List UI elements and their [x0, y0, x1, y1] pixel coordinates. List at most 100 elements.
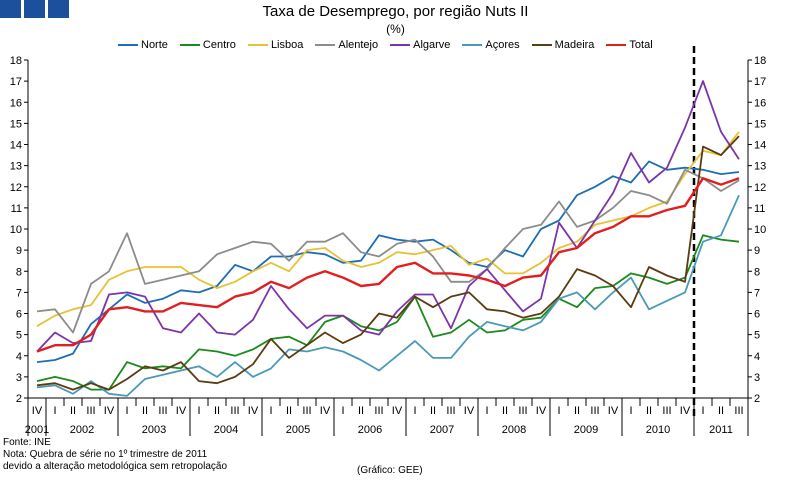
legend-swatch: [531, 44, 552, 46]
legend-label: Alentejo: [338, 39, 379, 51]
legend-swatch: [390, 44, 411, 46]
year-label: 2005: [286, 424, 310, 436]
y-tick-label-left: 8: [16, 266, 22, 278]
legend-item: Lisboa: [247, 39, 304, 51]
chart-legend: Norte Centro Lisboa Alentejo Algarve Açores Ma…: [118, 39, 665, 51]
y-tick-label-right: 10: [754, 224, 766, 236]
y-tick-label-right: 5: [754, 330, 760, 342]
quarter-label: IV: [536, 405, 547, 417]
legend-label: Algarve: [413, 39, 451, 51]
quarter-label: IV: [392, 405, 403, 417]
legend-swatch: [606, 44, 627, 46]
quarter-label: III: [230, 405, 239, 417]
quarter-label: I: [125, 405, 128, 417]
chart-subtitle: (%): [386, 22, 405, 36]
quarter-label: IV: [104, 405, 115, 417]
quarter-label: I: [701, 405, 704, 417]
legend-swatch: [118, 44, 138, 46]
series-line-madeira: [36, 135, 740, 391]
quarter-label: III: [590, 405, 599, 417]
y-tick-label-left: 13: [10, 161, 22, 173]
quarter-label: II: [502, 405, 508, 417]
quarter-label: III: [302, 405, 311, 417]
quarter-label: I: [197, 405, 200, 417]
y-tick-label-right: 3: [754, 372, 760, 384]
y-tick-label-right: 6: [754, 309, 760, 321]
y-tick-label-left: 7: [16, 287, 22, 299]
y-tick-label-right: 2: [754, 393, 760, 405]
y-tick-label-left: 17: [10, 76, 22, 88]
break-note: Nota: Quebra de série no 1º trimestre de…: [3, 449, 208, 460]
y-tick-label-right: 13: [754, 161, 766, 173]
legend-label: Centro: [202, 39, 236, 51]
y-tick-label-left: 3: [16, 372, 22, 384]
year-label: 2009: [574, 424, 598, 436]
quarter-label: III: [518, 405, 527, 417]
y-tick-label-left: 16: [10, 97, 22, 109]
quarter-label: III: [158, 405, 167, 417]
quarter-label: IV: [248, 405, 259, 417]
year-label: 2007: [430, 424, 454, 436]
chart-credit: (Gráfico: GEE): [357, 465, 423, 476]
legend-swatch: [315, 44, 336, 46]
year-label: 2001: [25, 424, 49, 436]
quarter-label: II: [214, 405, 220, 417]
legend-item: Madeira: [531, 39, 594, 51]
y-tick-label-left: 9: [16, 245, 22, 257]
legend-label: Total: [629, 39, 653, 51]
quarter-label: I: [341, 405, 344, 417]
quarter-label: II: [286, 405, 292, 417]
year-label: 2008: [502, 424, 526, 436]
series-line-norte: [36, 160, 740, 363]
y-tick-label-left: 2: [16, 393, 22, 405]
y-tick-label-right: 18: [754, 55, 766, 67]
y-tick-label-right: 4: [754, 351, 760, 363]
break-note-detail: devido a alteração metodológica sem retr…: [3, 461, 228, 472]
y-tick-label-left: 15: [10, 118, 22, 130]
series-line-lisboa: [36, 131, 740, 327]
quarter-label: I: [629, 405, 632, 417]
y-tick-label-right: 16: [754, 97, 766, 109]
quarter-label: II: [646, 405, 652, 417]
legend-item: Alentejo: [315, 39, 378, 51]
legend-item: Total: [606, 39, 653, 51]
legend-label: Lisboa: [270, 39, 304, 51]
ine-logo-icon: [0, 0, 69, 18]
y-tick-label-right: 8: [754, 266, 760, 278]
year-label: 2002: [70, 424, 94, 436]
logo-square: [48, 0, 69, 18]
series-line-total: [36, 177, 740, 353]
year-label: 2010: [646, 424, 670, 436]
quarter-label: IV: [320, 405, 331, 417]
quarter-label: I: [413, 405, 416, 417]
quarter-label: IV: [680, 405, 691, 417]
quarter-label: IV: [464, 405, 475, 417]
quarter-label: II: [358, 405, 364, 417]
legend-label: Norte: [141, 39, 168, 51]
quarter-label: I: [53, 405, 56, 417]
logo-square: [0, 0, 21, 18]
chart-notes: Fonte: INE Nota: Quebra de série no 1º t…: [3, 437, 227, 473]
legend-item: Centro: [179, 39, 236, 51]
y-tick-label-left: 18: [10, 55, 22, 67]
y-tick-label-left: 10: [10, 224, 22, 236]
legend-swatch: [247, 44, 268, 46]
quarter-label: II: [718, 405, 724, 417]
quarter-label: III: [86, 405, 95, 417]
legend-item: Algarve: [390, 39, 450, 51]
quarter-label: III: [734, 405, 743, 417]
quarter-label: II: [142, 405, 148, 417]
quarter-label: II: [430, 405, 436, 417]
y-tick-label-right: 9: [754, 245, 760, 257]
quarter-label: III: [446, 405, 455, 417]
legend-swatch: [462, 44, 483, 46]
y-tick-label-right: 12: [754, 182, 766, 194]
quarter-label: IV: [32, 405, 43, 417]
y-tick-label-right: 14: [754, 140, 766, 152]
quarter-label: IV: [176, 405, 187, 417]
legend-swatch: [179, 44, 200, 46]
source-note: Fonte: INE: [3, 437, 51, 448]
quarter-label: IV: [608, 405, 619, 417]
quarter-label: I: [557, 405, 560, 417]
